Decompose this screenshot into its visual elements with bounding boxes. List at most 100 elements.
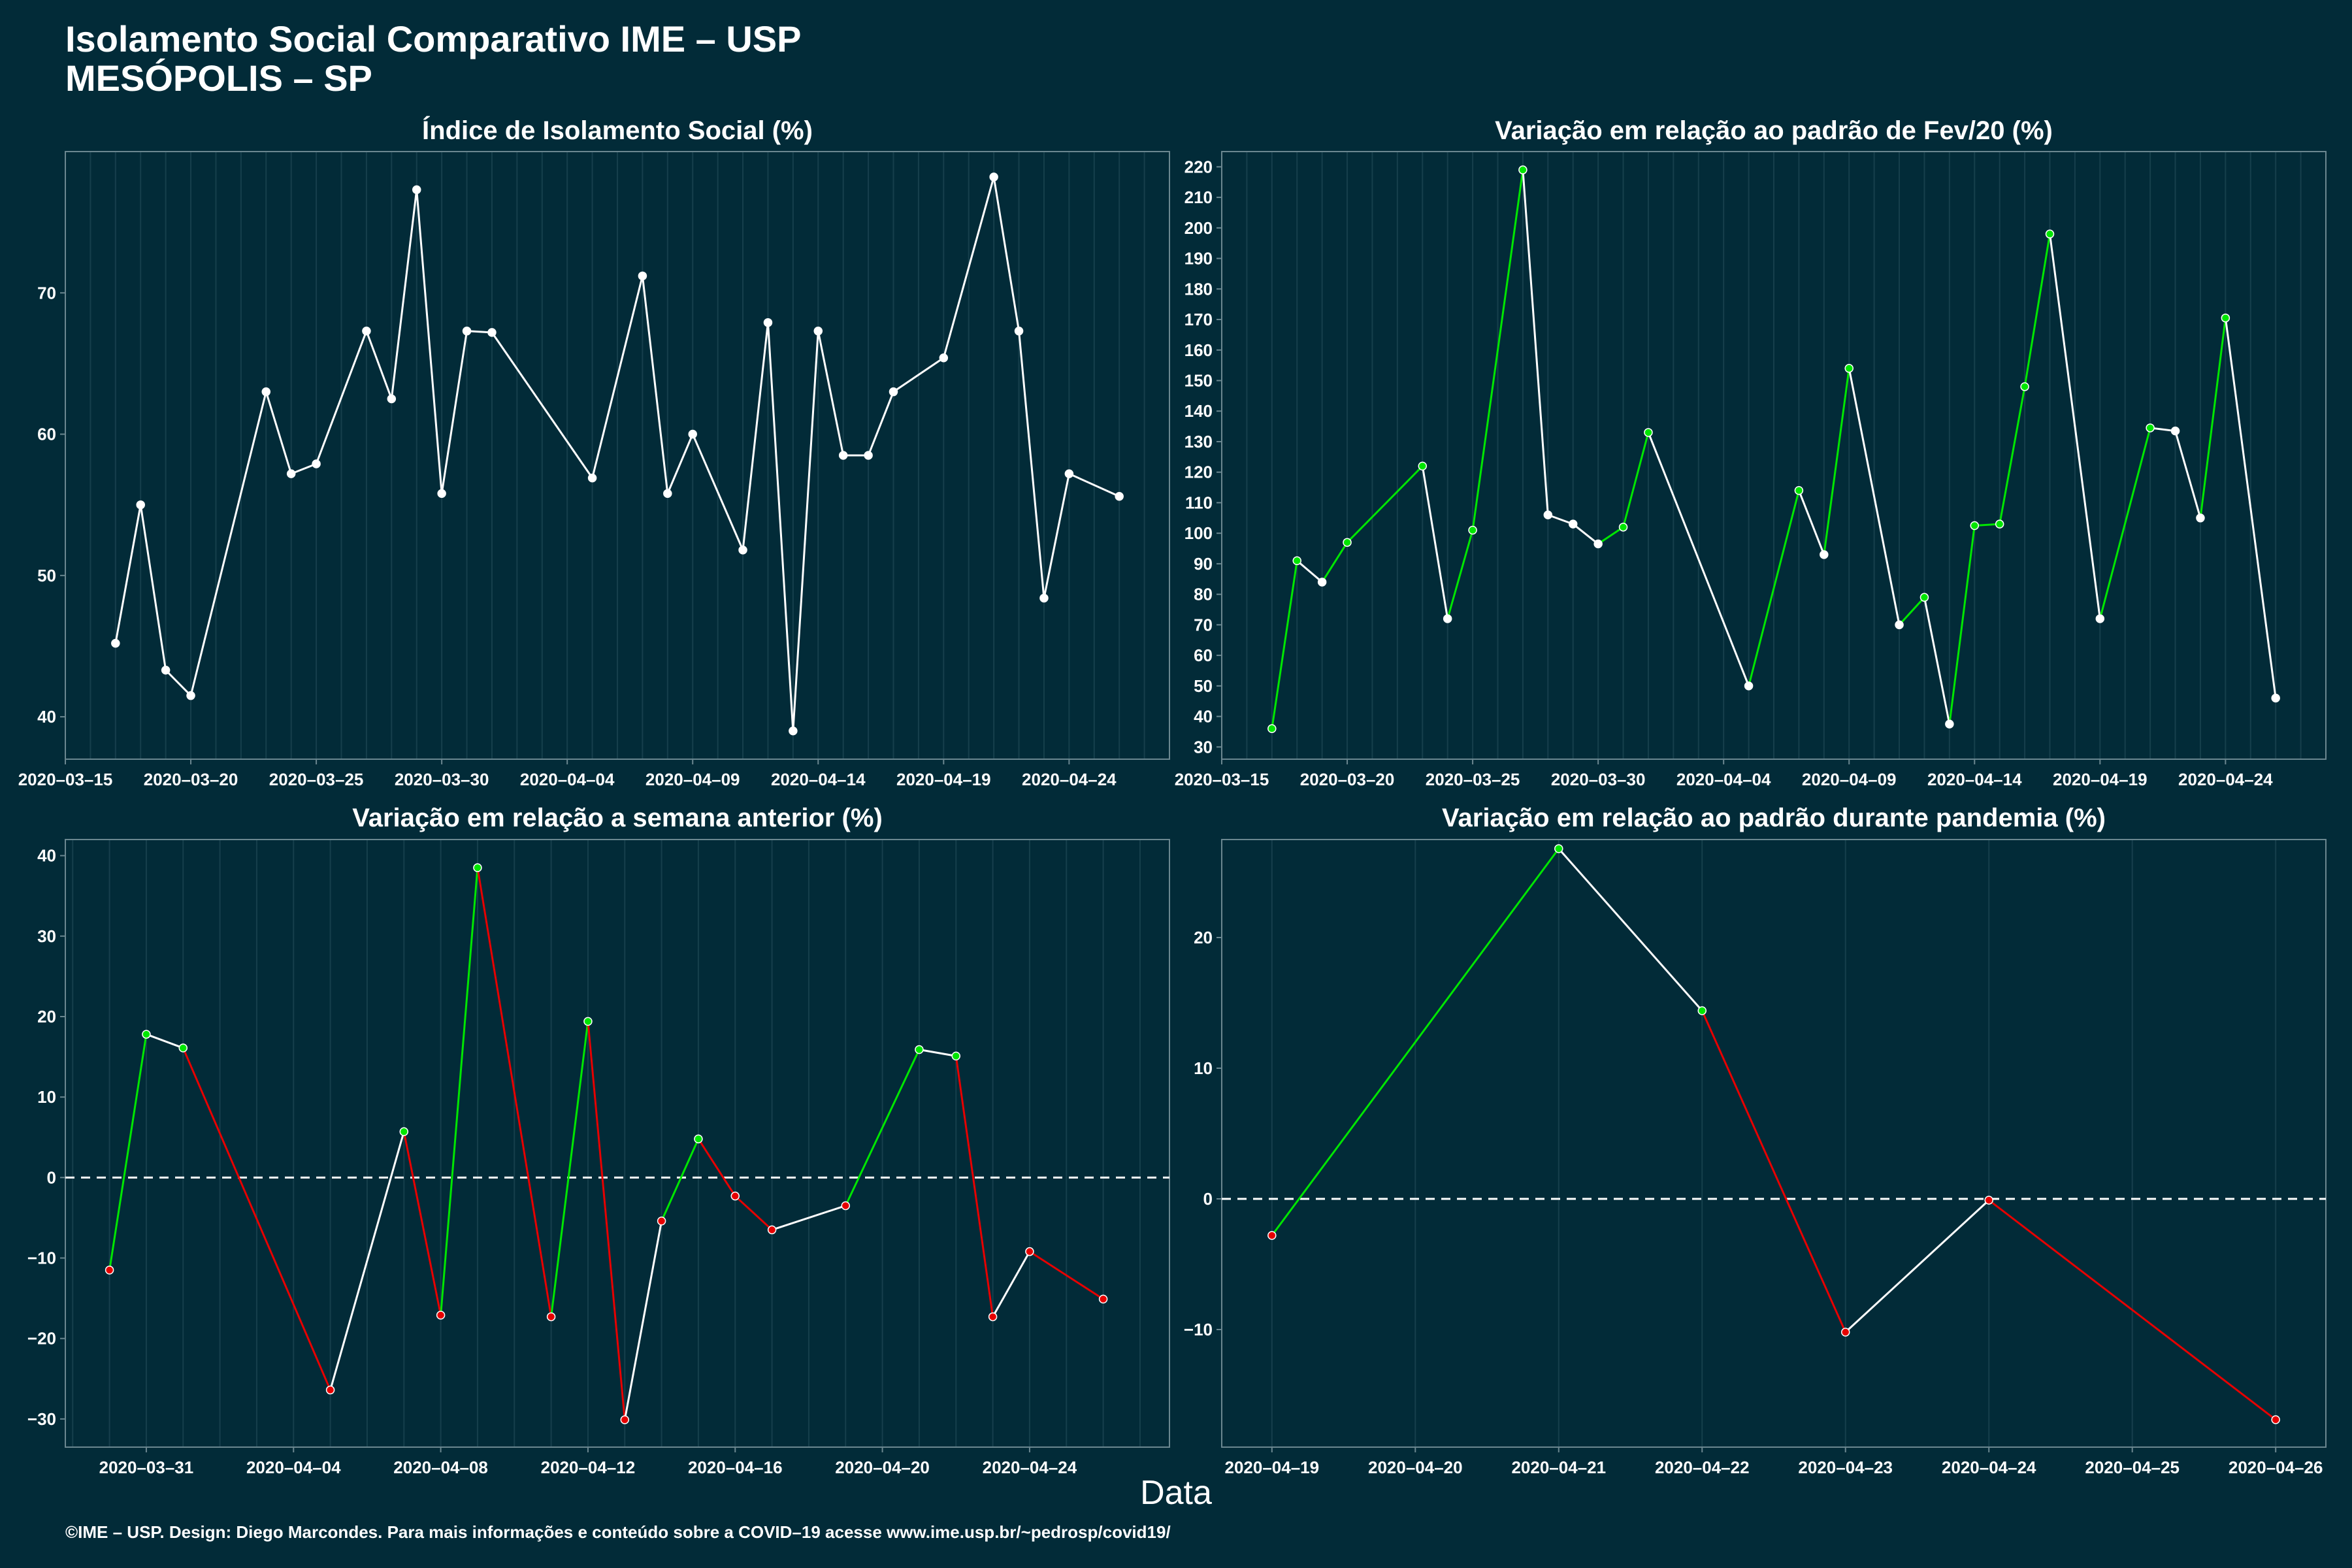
- series-segment: [1547, 514, 1574, 525]
- series-segment: [587, 1021, 626, 1420]
- plot-frame: [1221, 151, 2327, 760]
- data-point: [399, 1127, 409, 1136]
- series-segment: [365, 331, 393, 400]
- y-tick-label: 190: [1184, 249, 1213, 269]
- data-point: [730, 1191, 740, 1201]
- data-point: [1919, 593, 1929, 602]
- data-point: [583, 1017, 593, 1026]
- y-tick-label: −10: [27, 1249, 56, 1268]
- series-segment: [550, 1021, 589, 1317]
- chart-panel-semana: −30 −20 −10 0 10 20 30 40 2020–03–31 2020–04–04 20…: [27, 839, 1170, 1477]
- data-point: [1025, 1247, 1034, 1256]
- data-point: [951, 1051, 961, 1061]
- y-tick-label: 80: [1194, 585, 1213, 604]
- y-tick-label: 40: [37, 707, 56, 727]
- x-tick-label: 2020–03–25: [269, 770, 364, 789]
- data-point: [2020, 382, 2029, 391]
- series-segment: [1572, 523, 1599, 545]
- y-tick-label: 90: [1194, 554, 1213, 574]
- series-segment: [734, 1195, 773, 1231]
- data-point: [1945, 719, 1954, 729]
- series-segment: [139, 504, 167, 670]
- series-segment: [772, 1205, 846, 1231]
- data-point: [462, 326, 472, 336]
- data-point: [1014, 326, 1024, 336]
- series-segment: [1988, 1199, 2277, 1421]
- data-point: [813, 326, 823, 336]
- series-segment: [491, 331, 593, 479]
- y-tick-label: 10: [37, 1087, 56, 1107]
- data-point: [694, 1134, 703, 1143]
- data-point: [1644, 428, 1653, 437]
- series-segment: [919, 1049, 956, 1057]
- y-tick-label: 20: [1194, 928, 1213, 947]
- series-segment: [1748, 490, 1800, 687]
- data-point: [2095, 614, 2105, 623]
- series-segment: [114, 504, 142, 644]
- data-point: [2221, 313, 2230, 323]
- x-tick-label: 2020–04–24: [2178, 770, 2273, 789]
- data-point: [1844, 364, 1854, 373]
- series-segment: [1271, 561, 1298, 729]
- data-point: [261, 387, 271, 397]
- x-tick-label: 2020–04–04: [246, 1458, 341, 1477]
- data-point: [1593, 539, 1603, 549]
- series-segment: [1321, 542, 1348, 583]
- data-point: [2271, 1415, 2280, 1424]
- chart-panel-isolamento: 40 50 60 70 2020–03–15 2020–03–20 2020–03–25 20…: [18, 151, 1170, 789]
- y-tick-label: 40: [1194, 707, 1213, 727]
- x-tick-label: 2020–04–21: [1511, 1458, 1606, 1477]
- data-point: [178, 1043, 188, 1053]
- figure-subtitle: MESÓPOLIS – SP: [65, 57, 372, 99]
- data-point: [412, 185, 421, 195]
- data-point: [1443, 614, 1452, 623]
- x-tick-label: 2020–04–08: [393, 1458, 488, 1477]
- data-point: [1618, 523, 1628, 532]
- series-segment: [1923, 597, 1951, 725]
- data-point: [1039, 593, 1049, 603]
- data-point: [1267, 1231, 1277, 1240]
- series-segment: [1823, 368, 1850, 555]
- y-tick-label: 170: [1184, 310, 1213, 329]
- data-point: [763, 318, 773, 327]
- series-segment: [1622, 432, 1650, 528]
- data-point: [767, 1225, 777, 1235]
- y-tick-label: 100: [1184, 523, 1213, 543]
- figure-title: Isolamento Social Comparativo IME – USP: [65, 18, 802, 59]
- series-segment: [2199, 318, 2227, 518]
- data-point: [1468, 525, 1477, 535]
- data-point: [161, 665, 171, 675]
- series-segment: [661, 1138, 700, 1222]
- data-point: [1794, 485, 1804, 495]
- data-point: [105, 1266, 114, 1275]
- x-tick-label: 2020–04–22: [1655, 1458, 1750, 1477]
- series-segment: [1999, 386, 2026, 525]
- series-segment: [1271, 848, 1560, 1236]
- x-tick-label: 2020–04–19: [2053, 770, 2148, 789]
- data-point: [2045, 229, 2055, 238]
- x-tick-label: 2020–03–25: [1426, 770, 1520, 789]
- x-tick-label: 2020–04–19: [1225, 1458, 1320, 1477]
- data-point: [1317, 578, 1327, 587]
- data-point: [1554, 844, 1563, 853]
- series-segment: [440, 867, 479, 1316]
- data-point: [688, 429, 697, 439]
- series-segment: [108, 1034, 148, 1271]
- series-segment: [189, 391, 267, 696]
- y-tick-label: 150: [1184, 371, 1213, 391]
- panel-title-fev20: Variação em relação ao padrão de Fev/20 …: [1495, 116, 2053, 145]
- data-point: [325, 1385, 335, 1395]
- x-tick-label: 2020–04–20: [835, 1458, 930, 1477]
- y-tick-label: 200: [1184, 218, 1213, 238]
- series-segment: [2224, 318, 2277, 698]
- series-segment: [329, 1131, 405, 1390]
- data-point: [939, 353, 949, 363]
- series-segment: [1701, 1010, 1847, 1333]
- data-point: [1984, 1196, 1993, 1205]
- series-segment: [402, 1131, 442, 1316]
- x-tick-label: 2020–04–04: [520, 770, 615, 789]
- data-point: [286, 469, 296, 478]
- data-point: [436, 1311, 446, 1320]
- x-tick-label: 2020–03–20: [144, 770, 238, 789]
- series-segment: [1296, 560, 1323, 583]
